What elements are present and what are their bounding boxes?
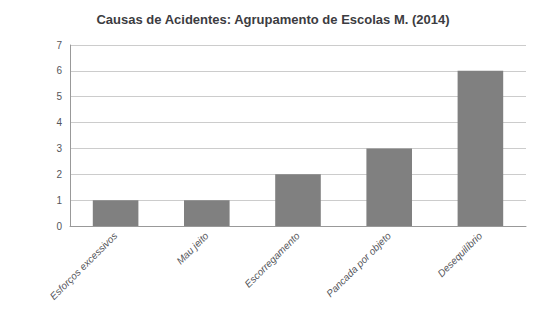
svg-text:5: 5 <box>56 91 62 102</box>
svg-text:Desequilíbrio: Desequilíbrio <box>435 230 484 279</box>
svg-text:6: 6 <box>56 65 62 76</box>
svg-text:Causas de Acidentes: Agrupamen: Causas de Acidentes: Agrupamento de Esco… <box>96 12 449 27</box>
svg-text:Escorregamento: Escorregamento <box>242 230 302 290</box>
svg-text:3: 3 <box>56 143 62 154</box>
svg-text:7: 7 <box>56 40 62 51</box>
svg-text:2: 2 <box>56 169 62 180</box>
svg-text:1: 1 <box>56 195 62 206</box>
svg-text:4: 4 <box>56 117 62 128</box>
svg-text:Esforços excessivos: Esforços excessivos <box>48 230 120 302</box>
svg-text:Pancada por objeto: Pancada por objeto <box>324 230 393 299</box>
svg-text:Mau jeito: Mau jeito <box>174 230 211 267</box>
svg-text:0: 0 <box>56 221 62 232</box>
